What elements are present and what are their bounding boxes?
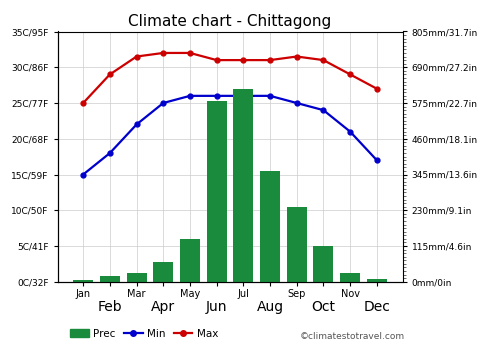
- Bar: [180, 239, 200, 282]
- Bar: [234, 89, 254, 282]
- Text: ©climatestotravel.com: ©climatestotravel.com: [300, 332, 405, 341]
- Bar: [260, 172, 280, 282]
- Bar: [340, 273, 360, 282]
- Bar: [206, 102, 227, 282]
- Title: Climate chart - Chittagong: Climate chart - Chittagong: [128, 14, 332, 29]
- Bar: [367, 279, 387, 282]
- Bar: [154, 262, 174, 282]
- Bar: [73, 280, 93, 282]
- Bar: [126, 273, 146, 282]
- Bar: [314, 246, 334, 282]
- Bar: [100, 276, 120, 282]
- Legend: Prec, Min, Max: Prec, Min, Max: [66, 324, 222, 343]
- Bar: [286, 207, 306, 282]
